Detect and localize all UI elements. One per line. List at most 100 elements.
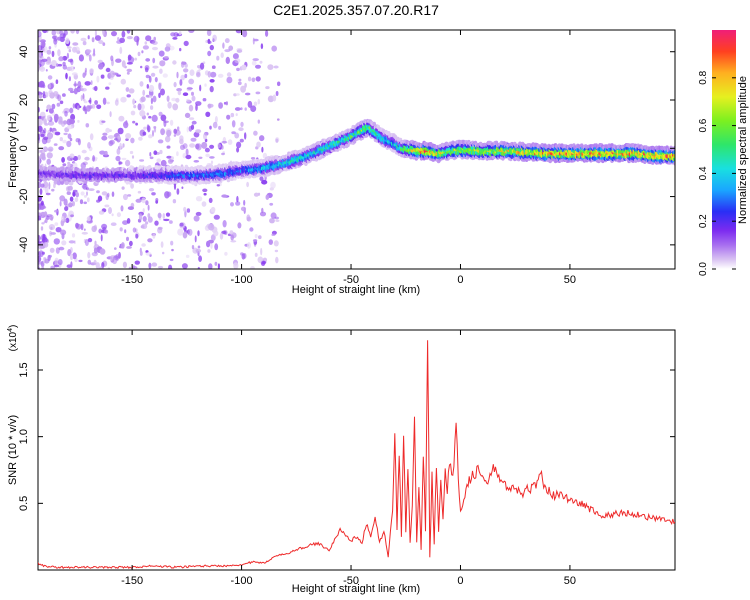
noise-speckle — [196, 72, 201, 78]
noise-speckle — [243, 199, 246, 206]
noise-speckle — [163, 119, 167, 127]
noise-speckle — [127, 206, 134, 211]
noise-speckle — [98, 63, 104, 70]
noise-speckle — [114, 247, 117, 250]
noise-speckle — [236, 67, 240, 72]
noise-speckle — [115, 155, 121, 162]
noise-speckle — [85, 105, 91, 112]
noise-speckle — [40, 226, 44, 231]
noise-speckle — [247, 100, 253, 108]
noise-speckle — [165, 135, 171, 143]
noise-speckle — [240, 85, 247, 93]
noise-speckle — [77, 119, 80, 123]
noise-speckle — [69, 153, 75, 159]
noise-speckle — [261, 179, 268, 185]
noise-speckle — [43, 117, 47, 125]
noise-speckle — [38, 55, 44, 60]
noise-speckle — [253, 101, 258, 107]
noise-speckle — [82, 98, 86, 102]
noise-speckle — [42, 84, 46, 89]
noise-speckle — [87, 35, 90, 40]
noise-speckle — [118, 251, 121, 259]
noise-speckle — [106, 101, 110, 105]
noise-speckle — [176, 151, 179, 157]
noise-speckle — [235, 201, 241, 206]
noise-speckle — [43, 181, 49, 189]
noise-speckle — [147, 213, 151, 218]
noise-speckle — [46, 117, 51, 121]
noise-speckle — [57, 63, 63, 67]
noise-speckle — [80, 87, 87, 92]
noise-speckle — [70, 30, 75, 34]
noise-speckle — [191, 120, 197, 125]
noise-speckle — [118, 161, 123, 165]
noise-speckle — [80, 162, 87, 169]
noise-speckle — [159, 149, 163, 155]
noise-speckle — [152, 46, 158, 51]
colorbar-gradient — [712, 30, 736, 269]
noise-speckle — [221, 152, 225, 156]
noise-speckle — [56, 102, 61, 107]
noise-speckle — [141, 197, 146, 204]
snr-axes: -150 -100 -50 0 50 0.5 1.0 1.5 — [18, 330, 675, 587]
noise-speckle — [232, 53, 239, 60]
noise-speckle — [132, 98, 136, 105]
noise-speckle — [229, 230, 234, 235]
noise-speckle — [183, 40, 189, 47]
noise-speckle — [109, 139, 115, 145]
noise-speckle — [98, 228, 103, 234]
noise-speckle — [69, 90, 75, 94]
noise-speckle — [139, 159, 145, 162]
noise-speckle — [51, 103, 56, 110]
noise-speckle — [208, 223, 215, 231]
noise-speckle — [253, 130, 258, 136]
noise-speckle — [88, 99, 92, 103]
noise-speckle — [121, 30, 126, 38]
noise-speckle — [244, 132, 247, 140]
noise-speckle — [66, 125, 73, 130]
noise-speckle — [152, 57, 156, 64]
noise-speckle — [255, 76, 261, 82]
noise-speckle — [210, 243, 213, 249]
noise-speckle — [181, 186, 184, 189]
noise-speckle — [203, 192, 207, 196]
noise-speckle — [170, 156, 174, 160]
snr-y-axis-label: SNR (10 * v/v) — [7, 415, 19, 485]
noise-speckle — [40, 41, 46, 47]
noise-speckle — [254, 234, 258, 239]
noise-speckle — [257, 119, 260, 124]
noise-speckle — [180, 74, 185, 81]
noise-speckle — [183, 206, 187, 212]
noise-speckle — [47, 121, 55, 126]
noise-speckle — [185, 254, 190, 258]
noise-speckle — [87, 238, 93, 243]
snr-panel: -150 -100 -50 0 50 0.5 1.0 1.5 Height of straig… — [7, 325, 676, 595]
noise-speckle — [259, 176, 264, 181]
noise-speckle — [66, 46, 72, 49]
noise-speckle — [257, 256, 264, 264]
noise-speckle — [259, 60, 263, 64]
noise-speckle — [166, 129, 172, 137]
noise-speckle — [38, 203, 42, 211]
noise-speckle — [100, 234, 103, 242]
noise-speckle — [146, 84, 149, 89]
noise-speckle — [186, 98, 191, 103]
noise-speckle — [238, 127, 244, 132]
noise-speckle — [155, 198, 159, 202]
noise-speckle — [129, 240, 133, 247]
noise-speckle — [244, 107, 247, 111]
noise-speckle — [255, 91, 261, 95]
noise-speckle — [146, 112, 149, 116]
noise-speckle — [195, 104, 198, 111]
noise-speckle — [269, 218, 275, 224]
noise-speckle — [53, 183, 56, 189]
noise-speckle — [61, 157, 65, 163]
noise-speckle — [58, 56, 64, 62]
noise-speckle — [40, 133, 45, 138]
noise-speckle — [242, 30, 248, 38]
noise-speckle — [75, 30, 80, 35]
noise-speckle — [247, 76, 252, 82]
noise-speckle — [142, 208, 145, 213]
noise-speckle — [102, 154, 110, 158]
noise-speckle — [57, 94, 62, 102]
